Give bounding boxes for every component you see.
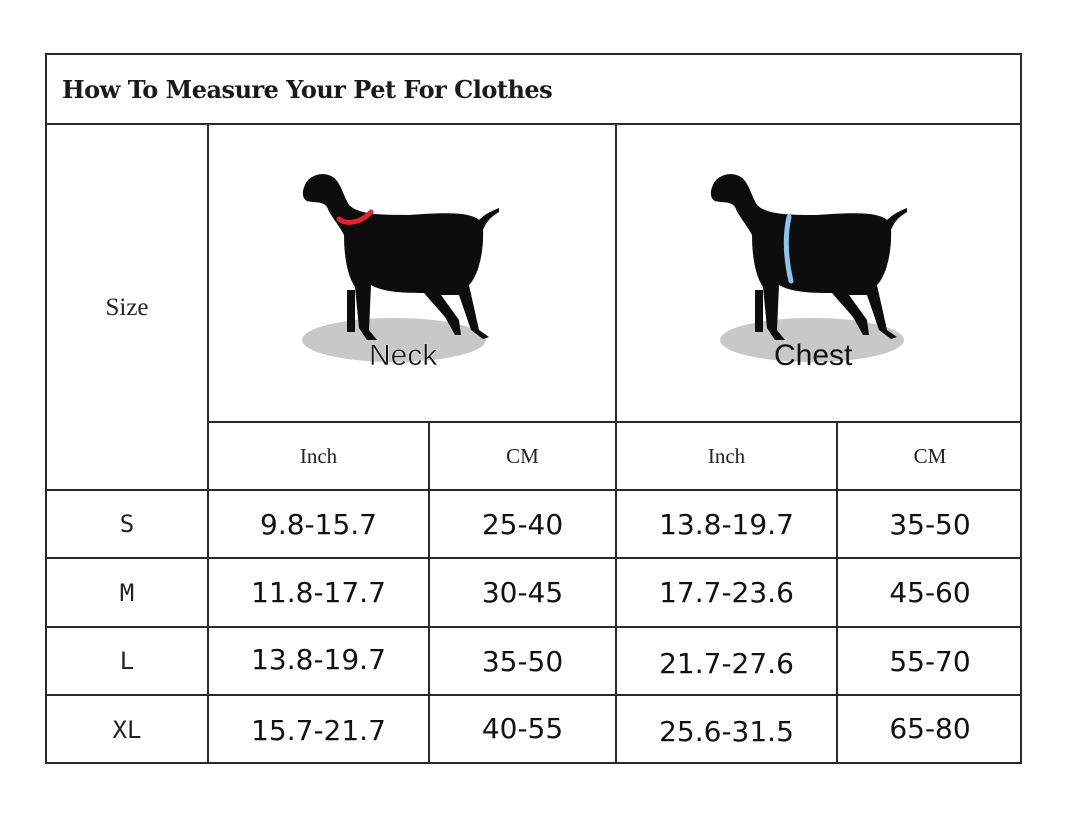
m-chest-inch: 17.7-23.6 <box>659 576 794 609</box>
neck-image-cell: Neck <box>209 125 615 421</box>
neck-inch-header: Inch <box>299 443 338 468</box>
dog-silhouette-icon <box>302 174 499 340</box>
s-neck-cm: 25-40 <box>481 507 564 541</box>
divider-row-m <box>47 626 1022 628</box>
m-chest-cm: 45-60 <box>889 576 971 609</box>
divider-size-col <box>207 125 209 764</box>
chest-inch-header: Inch <box>707 443 746 468</box>
dog-silhouette-icon <box>710 174 907 340</box>
s-chest-cm: 35-50 <box>889 507 971 541</box>
m-neck-inch: 11.8-17.7 <box>251 576 386 609</box>
chest-label: Chest <box>774 339 853 372</box>
chest-dog-illustration: Chest <box>710 174 907 372</box>
chest-image-cell: Chest <box>617 125 1022 421</box>
size-header: Size <box>105 294 149 321</box>
divider-header-body <box>47 489 1022 491</box>
divider-neck-units <box>428 421 430 764</box>
neck-label: Neck <box>369 339 438 372</box>
l-chest-cm: 55-70 <box>889 644 971 678</box>
size-chart-table: How To Measure Your Pet For Clothes Size… <box>45 53 1022 764</box>
s-neck-inch: 9.8-15.7 <box>260 507 377 541</box>
size-s-label: S <box>119 510 135 538</box>
size-l-label: L <box>119 647 135 675</box>
chest-strap <box>783 214 794 284</box>
chest-cm-header: CM <box>913 443 947 468</box>
xl-neck-cm: 40-55 <box>481 711 564 745</box>
chart-title: How To Measure Your Pet For Clothes <box>62 75 553 104</box>
l-chest-inch: 21.7-27.6 <box>659 646 794 680</box>
m-neck-cm: 30-45 <box>481 576 564 609</box>
l-neck-cm: 35-50 <box>481 644 564 678</box>
divider-row-s <box>47 557 1022 559</box>
l-neck-inch: 13.8-19.7 <box>251 642 386 676</box>
s-chest-inch: 13.8-19.7 <box>659 507 794 541</box>
xl-neck-inch: 15.7-21.7 <box>251 713 386 747</box>
title-row: How To Measure Your Pet For Clothes <box>47 55 1020 125</box>
divider-chest-units <box>836 421 838 764</box>
divider-neck-chest <box>615 125 617 764</box>
dog-shadow <box>720 318 904 362</box>
xl-chest-cm: 65-80 <box>889 711 971 745</box>
neck-cm-header: CM <box>506 443 539 468</box>
neck-dog-illustration: Neck <box>302 174 499 372</box>
divider-row-l <box>47 694 1022 696</box>
xl-chest-inch: 25.6-31.5 <box>659 714 794 748</box>
neck-collar <box>336 209 374 225</box>
size-xl-label: XL <box>112 716 142 744</box>
divider-image-units <box>207 421 1022 423</box>
size-m-label: M <box>119 578 135 607</box>
